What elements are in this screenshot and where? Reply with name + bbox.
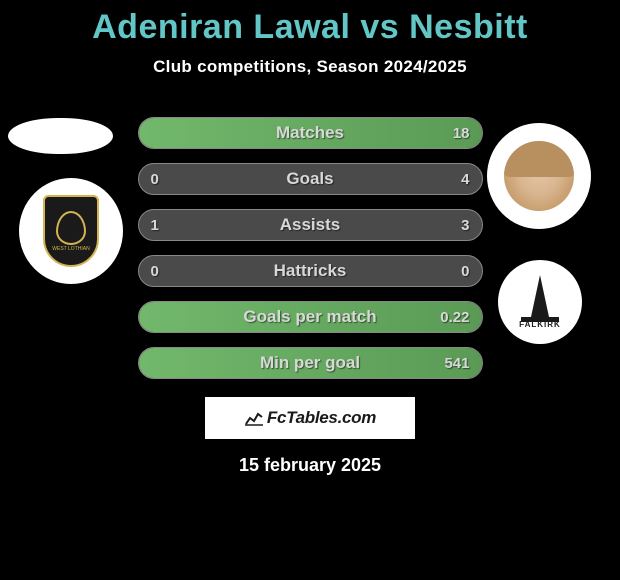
infographic-container: Adeniran Lawal vs Nesbitt Club competiti… [0,0,620,580]
player-left-club-badge: WEST LOTHIAN [19,178,123,284]
obelisk-icon: FALKIRK [519,275,561,329]
stat-label: Goals [286,169,333,189]
stat-left-value: 1 [151,217,159,234]
stat-right-value: 18 [453,125,470,142]
player-right-avatar [487,123,591,229]
stat-label: Matches [276,123,344,143]
stat-left-value: 0 [151,263,159,280]
stat-row-assists: 1 Assists 3 [138,209,483,241]
promo-label: FcTables.com [267,408,376,428]
date-label: 15 february 2025 [239,455,381,476]
stat-right-value: 3 [461,217,469,234]
stat-label: Assists [280,215,340,235]
player-face-icon [504,141,574,211]
stat-right-value: 0 [461,263,469,280]
stats-area: Matches 18 0 Goals 4 1 Assists 3 0 Hattr… [138,117,483,379]
stat-row-matches: Matches 18 [138,117,483,149]
stat-row-hattricks: 0 Hattricks 0 [138,255,483,287]
page-title: Adeniran Lawal vs Nesbitt [92,8,528,47]
stat-label: Min per goal [260,353,360,373]
stat-row-goals: 0 Goals 4 [138,163,483,195]
club-right-label: FALKIRK [519,320,561,329]
stat-label: Hattricks [274,261,347,281]
stat-row-goals-per-match: Goals per match 0.22 [138,301,483,333]
shield-text: WEST LOTHIAN [52,247,89,252]
player-right-club-badge: FALKIRK [498,260,582,344]
promo-banner[interactable]: FcTables.com [205,397,415,439]
player-left-avatar-placeholder [8,118,113,154]
stat-label: Goals per match [243,307,376,327]
stat-right-value: 0.22 [440,309,469,326]
stat-left-value: 0 [151,171,159,188]
stat-right-value: 541 [444,355,469,372]
stat-row-min-per-goal: Min per goal 541 [138,347,483,379]
stat-right-value: 4 [461,171,469,188]
shield-icon: WEST LOTHIAN [43,195,99,267]
page-subtitle: Club competitions, Season 2024/2025 [153,57,467,77]
chart-icon [244,410,264,426]
